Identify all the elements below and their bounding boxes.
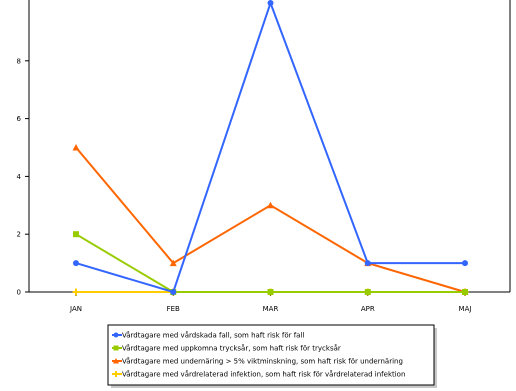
data-point xyxy=(462,289,468,295)
data-point xyxy=(113,358,119,364)
y-tick-label: 6 xyxy=(17,115,22,123)
y-tick-label: 4 xyxy=(17,173,22,181)
x-tick-label: MAR xyxy=(263,305,279,313)
y-tick-label: 8 xyxy=(17,57,21,65)
legend-box xyxy=(107,324,435,386)
data-point xyxy=(72,144,80,151)
series-line xyxy=(75,146,466,293)
legend-item: Vårdtagare med undernäring > 5% viktmins… xyxy=(112,357,403,366)
legend-label: Vårdtagare med vårdskada fall, som haft … xyxy=(122,331,304,340)
x-tick-label: APR xyxy=(361,305,375,313)
data-point xyxy=(267,0,274,6)
data-point xyxy=(169,259,177,267)
data-point xyxy=(267,201,274,209)
data-point xyxy=(170,289,177,295)
legend-label: Vårdtagare med undernäring > 5% viktmins… xyxy=(122,357,403,366)
data-point xyxy=(73,260,79,267)
data-point xyxy=(73,231,79,238)
data-point xyxy=(113,371,119,377)
legend-item: Vårdtagare med vårdrelaterad infektion, … xyxy=(112,370,405,379)
data-point xyxy=(113,345,119,351)
y-tick-label: 2 xyxy=(17,231,21,239)
legend-label: Vårdtagare med uppkomna trycksår, som ha… xyxy=(122,344,341,353)
data-point xyxy=(364,289,371,295)
data-point xyxy=(72,288,80,296)
legend-item: Vårdtagare med uppkomna trycksår, som ha… xyxy=(112,344,341,353)
x-tick-label: FEB xyxy=(167,305,180,313)
series-2 xyxy=(72,144,469,295)
legend-label: Vårdtagare med vårdrelaterad infektion, … xyxy=(122,370,405,379)
series-line xyxy=(75,0,465,294)
data-point xyxy=(364,260,371,267)
data-point xyxy=(462,260,468,267)
x-tick-label: MAJ xyxy=(459,305,472,313)
chart-series xyxy=(72,0,469,296)
y-tick-label: 0 xyxy=(17,289,21,297)
series-0 xyxy=(73,0,468,295)
legend-item: Vårdtagare med vårdskada fall, som haft … xyxy=(112,331,304,340)
chart-legend: Vårdtagare med vårdskada fall, som haft … xyxy=(107,324,437,388)
data-point xyxy=(113,332,119,338)
data-point xyxy=(267,289,274,295)
y-axis-ticks: 0 2 4 6 8 xyxy=(17,57,29,297)
x-tick-label: JAN xyxy=(69,305,82,313)
